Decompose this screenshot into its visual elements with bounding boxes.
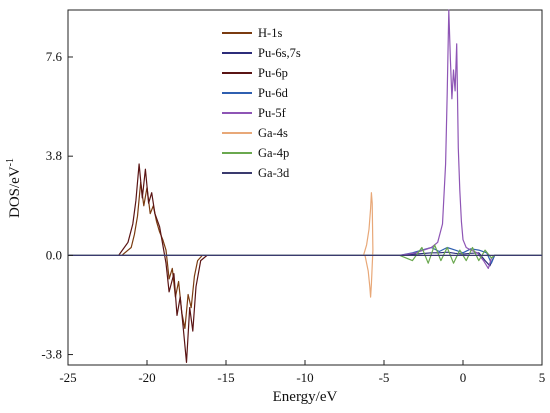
legend-label: Pu-6d [258, 86, 289, 100]
series-line-5 [362, 192, 374, 298]
x-tick-label: 0 [460, 370, 467, 385]
legend-label: Pu-5f [258, 106, 287, 120]
x-tick-label: -5 [379, 370, 390, 385]
x-tick-label: -15 [217, 370, 234, 385]
legend-label: Ga-3d [258, 166, 290, 180]
x-tick-label: -10 [296, 370, 313, 385]
x-tick-label: -20 [138, 370, 155, 385]
y-tick-label: 3.8 [46, 148, 62, 163]
x-tick-label: 5 [539, 370, 546, 385]
x-tick-label: -25 [59, 370, 76, 385]
series-layer [68, 9, 542, 363]
series-line-3 [68, 246, 542, 264]
y-axis-title-main: DOS/eV [7, 166, 23, 218]
y-tick-label: -3.8 [41, 347, 62, 362]
series-line-4 [68, 9, 542, 269]
plot-area [67, 9, 543, 366]
series-line-0 [121, 181, 203, 330]
legend-label: Pu-6p [258, 66, 288, 80]
y-tick-label: 7.6 [46, 49, 63, 64]
axes-layer: -25 -20 -15 -10 -5 0 5 -3.8 0.0 3.8 7.6 [41, 49, 545, 385]
series-line-6 [68, 244, 542, 264]
legend: H-1s Pu-6s,7s Pu-6p Pu-6d Pu-5f Ga-4s Ga-4p Ga-… [222, 26, 301, 180]
legend-label: Ga-4s [258, 126, 288, 140]
series-line-2 [118, 163, 208, 363]
legend-label: Ga-4p [258, 146, 289, 160]
y-tick-label: 0.0 [46, 247, 62, 262]
legend-label: Pu-6s,7s [258, 46, 301, 60]
legend-label: H-1s [258, 26, 282, 40]
y-axis-title: DOS/eV-1 [5, 158, 23, 218]
y-axis-title-sup: -1 [5, 158, 16, 166]
x-axis-title: Energy/eV [273, 389, 338, 405]
